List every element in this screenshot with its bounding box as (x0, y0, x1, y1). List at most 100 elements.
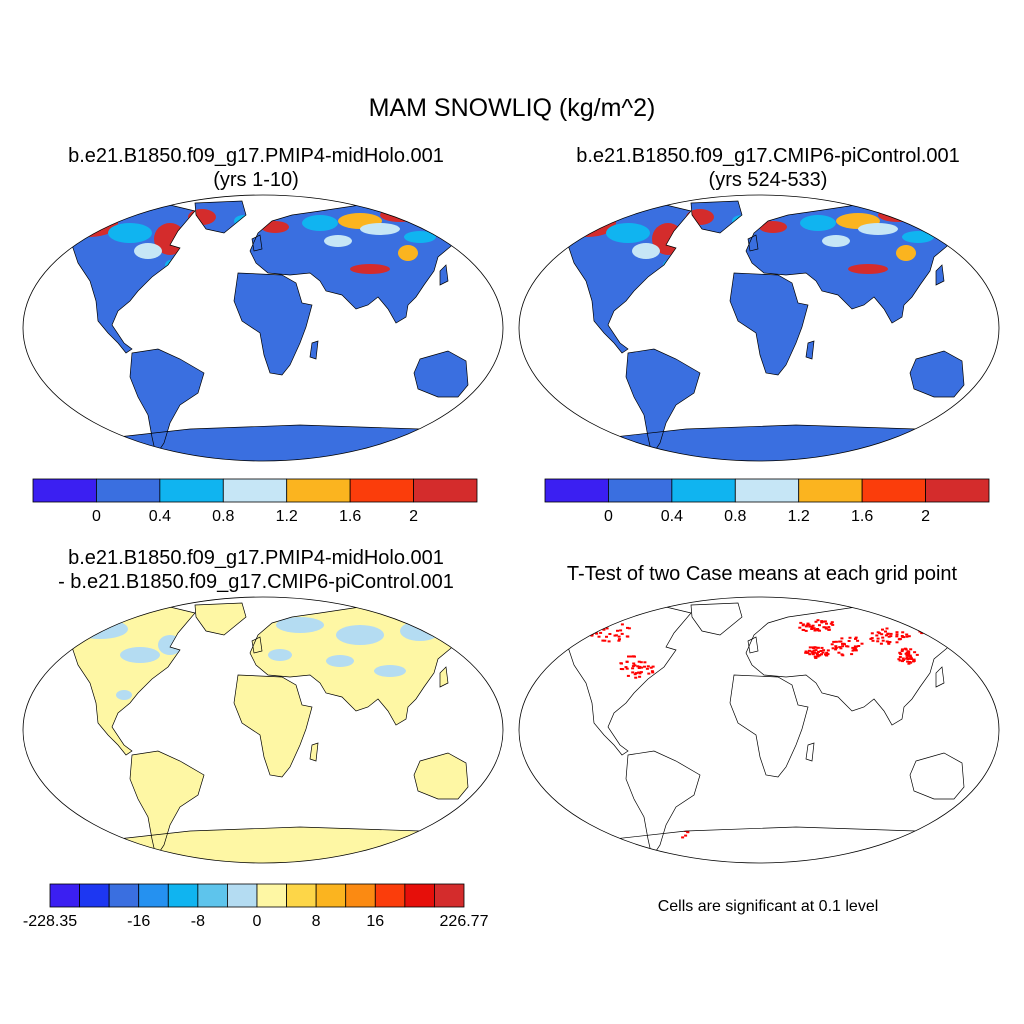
significant-cell (638, 665, 642, 668)
significant-cell (820, 646, 824, 649)
colorbar-label: 0 (92, 508, 101, 525)
significant-cell (808, 653, 812, 656)
significant-cell (847, 640, 851, 642)
significant-cell (912, 622, 916, 625)
significant-cell (931, 624, 935, 627)
significant-cell (632, 662, 636, 665)
significant-cell (814, 620, 818, 623)
significant-cell (830, 643, 834, 646)
colorbar-label: 2 (409, 508, 418, 525)
colorbar-swatch (159, 478, 224, 503)
significant-cell (895, 633, 899, 636)
significant-cell (585, 634, 589, 637)
colorbar-swatch (79, 883, 110, 908)
land-australia (910, 351, 964, 397)
colorbar-swatch (671, 478, 736, 503)
significant-cell (807, 623, 811, 626)
significant-cell (811, 646, 815, 649)
significant-cell (599, 631, 603, 634)
significant-cell (851, 646, 855, 649)
coastline-southAmerica (129, 348, 205, 456)
colorbar-label: -8 (191, 913, 205, 930)
significant-cell (920, 628, 924, 631)
land-uk (252, 637, 262, 653)
significant-cell (588, 631, 592, 634)
significant-cell (633, 664, 637, 667)
significant-cell (876, 640, 880, 643)
significant-cell (816, 619, 820, 622)
significant-cell (886, 632, 890, 635)
colorbar-label: 1.2 (276, 508, 298, 525)
significant-cell (875, 634, 879, 637)
diff-region (116, 690, 132, 700)
significant-cell (650, 670, 654, 673)
significant-cell (822, 620, 826, 623)
colorbar-swatch (925, 478, 990, 503)
significant-cell (621, 668, 625, 671)
snow-region (632, 243, 660, 259)
diff-region (276, 617, 324, 633)
land-africa (730, 273, 808, 375)
land-madagascar (806, 341, 814, 359)
land-madagascar (310, 341, 318, 359)
land-newZealand (976, 797, 986, 811)
significant-cell (640, 666, 644, 669)
significant-cell (603, 639, 607, 642)
significant-cell (854, 636, 858, 639)
significant-cell (834, 640, 838, 643)
significant-cell (602, 628, 606, 631)
panel-3-subtitle: - b.e21.B1850.f09_g17.CMIP6-piControl.00… (58, 571, 454, 593)
significant-cell (633, 655, 636, 658)
significant-cell (820, 621, 824, 624)
significant-cell (806, 622, 810, 625)
significant-cell (639, 661, 643, 664)
colorbar-swatch (315, 883, 347, 908)
significant-cell (934, 623, 938, 626)
colorbar-swatch (413, 478, 478, 503)
significant-cell (908, 661, 912, 663)
significant-cell (819, 650, 823, 652)
map-difference (22, 596, 504, 864)
significant-cell (643, 661, 647, 664)
coastline-southAmerica (625, 750, 701, 858)
colorbar-swatch (108, 883, 140, 908)
significant-cell (850, 653, 854, 656)
significant-cell (898, 656, 902, 658)
snow-region (134, 243, 162, 259)
significant-cell (901, 660, 904, 663)
panel-1-subtitle: (yrs 1-10) (213, 169, 299, 191)
colorbar-swatch (49, 883, 80, 908)
coastline-newZealand (975, 796, 987, 812)
land-australia (414, 753, 468, 799)
significant-cell (633, 673, 637, 676)
coastline-newZealand (479, 394, 491, 410)
significant-cell (629, 655, 633, 658)
significant-cell (936, 627, 940, 630)
significant-cell (857, 645, 861, 647)
significant-cell (909, 657, 913, 660)
significant-cell (627, 627, 631, 630)
significant-cell (823, 620, 827, 623)
colorbar-swatch (138, 883, 169, 908)
significant-cell (590, 628, 594, 631)
colorbar-swatch (227, 883, 258, 908)
significant-cell (637, 671, 641, 674)
significant-cell (624, 666, 628, 669)
significant-cell (920, 632, 924, 635)
significant-cell (637, 660, 641, 663)
coastline-uk (251, 636, 263, 654)
snow-region (902, 231, 934, 243)
colorbar-swatch (167, 883, 199, 908)
land-newZealand (480, 797, 490, 811)
significant-cell (810, 650, 814, 653)
significant-cell (904, 648, 908, 651)
significant-cell (907, 653, 911, 656)
colorbar-label: 1.2 (788, 508, 810, 525)
significant-cell (825, 622, 828, 625)
significant-cell (925, 624, 929, 627)
significant-cell (838, 640, 842, 643)
significant-cell (841, 642, 844, 645)
map-border (22, 194, 504, 462)
significant-cell (905, 654, 909, 657)
significant-cell (895, 635, 899, 638)
